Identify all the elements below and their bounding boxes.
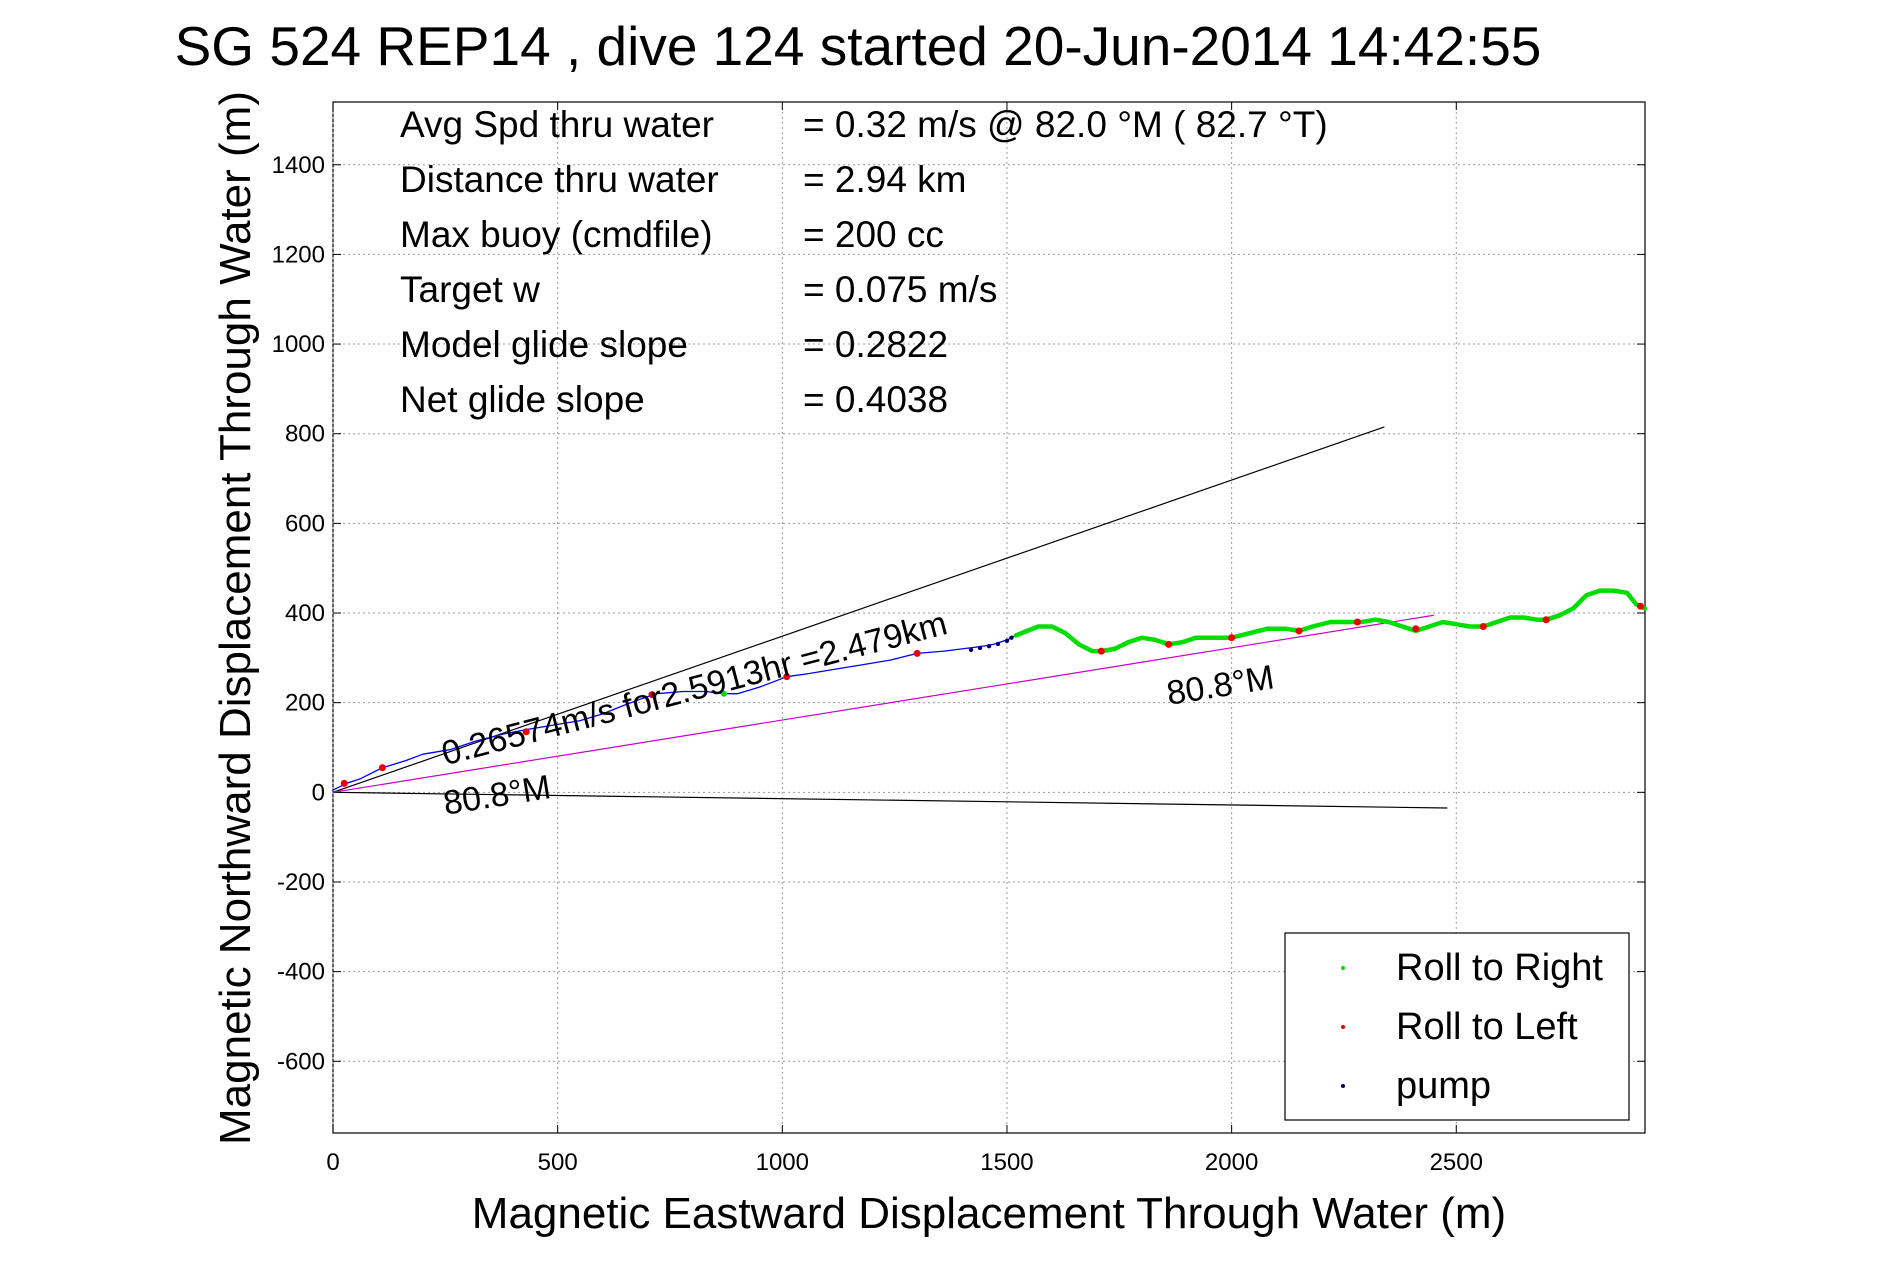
roll-left-point [1542, 616, 1550, 624]
stats-block: Avg Spd thru water = 0.32 m/s @ 82.0 °M … [400, 104, 1328, 420]
y-tick-label: 400 [285, 600, 325, 627]
chart-title: SG 524 REP14 , dive 124 started 20-Jun-2… [175, 15, 1542, 77]
roll-left-point [1353, 618, 1361, 626]
pump-point [1004, 638, 1010, 644]
stat-value: = 2.94 km [803, 159, 967, 200]
roll-left-point [378, 764, 386, 772]
stat-value: = 200 cc [803, 214, 944, 255]
roll-left-point [1295, 627, 1303, 635]
y-tick-label: -600 [277, 1048, 325, 1075]
series [332, 588, 1648, 791]
legend-marker-roll-left [1341, 1025, 1345, 1029]
stat-label: Net glide slope [400, 379, 645, 420]
axis-ticks: 0 500 1000 1500 2000 2500 -600 -400 -200 0 200 400 6… [272, 102, 1645, 1176]
stat-value: = 0.4038 [803, 379, 948, 420]
pump-point [1009, 635, 1014, 640]
track-series-line [332, 634, 1017, 791]
stat-label: Avg Spd thru water [400, 104, 714, 145]
roll-left-point [783, 673, 791, 681]
y-tick-label: 800 [285, 421, 325, 448]
y-tick-label: 1000 [272, 331, 325, 358]
reference-lines [332, 426, 1448, 809]
x-tick-label: 0 [326, 1149, 339, 1176]
roll-left-point [648, 691, 656, 699]
roll-left-point [1479, 622, 1487, 630]
pump-point [977, 645, 983, 651]
roll-left-point [340, 779, 348, 787]
markers [340, 602, 1645, 787]
stat-label: Max buoy (cmdfile) [400, 214, 713, 255]
stat-label: Distance thru water [400, 159, 719, 200]
stat-value: = 0.2822 [803, 324, 948, 365]
lower-reference-line [332, 791, 1448, 809]
y-tick-label: -400 [277, 959, 325, 986]
y-tick-label: 600 [285, 510, 325, 537]
legend-label: Roll to Left [1396, 1006, 1578, 1048]
x-tick-label: 2000 [1205, 1149, 1258, 1176]
roll-right-point [720, 690, 727, 697]
y-tick-label: -200 [277, 869, 325, 896]
roll-left-point [522, 728, 530, 736]
track-wavy-series-line [1013, 588, 1648, 654]
y-axis-label: Magnetic Northward Displacement Through … [211, 91, 260, 1145]
pump-point [968, 647, 974, 652]
legend-marker-pump [1341, 1084, 1345, 1088]
roll-left-point [1228, 634, 1236, 642]
stat-label: Target w [400, 269, 540, 310]
stat-value: = 0.32 m/s @ 82.0 °M ( 82.7 °T) [803, 104, 1328, 145]
stat-label: Model glide slope [400, 324, 688, 365]
x-tick-label: 2500 [1430, 1149, 1483, 1176]
roll-left-point [1637, 602, 1645, 610]
legend-marker-roll-right [1341, 966, 1345, 970]
roll-left-point [1412, 625, 1420, 633]
x-tick-label: 1500 [980, 1149, 1033, 1176]
legend-label: pump [1396, 1065, 1491, 1107]
y-tick-label: 1200 [272, 241, 325, 268]
pump-point [995, 641, 1001, 647]
heading-reference-line [332, 614, 1434, 793]
x-tick-label: 500 [538, 1149, 578, 1176]
stat-value: = 0.075 m/s [803, 269, 997, 310]
y-tick-label: 1400 [272, 152, 325, 179]
x-tick-label: 1000 [756, 1149, 809, 1176]
x-axis-label: Magnetic Eastward Displacement Through W… [472, 1189, 1506, 1238]
roll-left-point [913, 649, 921, 657]
roll-left-point [1097, 647, 1105, 655]
legend: Roll to Right Roll to Left pump [1284, 932, 1630, 1121]
upper-reference-line [332, 426, 1385, 793]
y-tick-label: 200 [285, 690, 325, 717]
grid [332, 102, 1645, 1133]
roll-left-point [1165, 640, 1173, 648]
y-tick-label: 0 [312, 779, 325, 806]
legend-label: Roll to Right [1396, 947, 1603, 989]
pump-point [986, 643, 992, 649]
